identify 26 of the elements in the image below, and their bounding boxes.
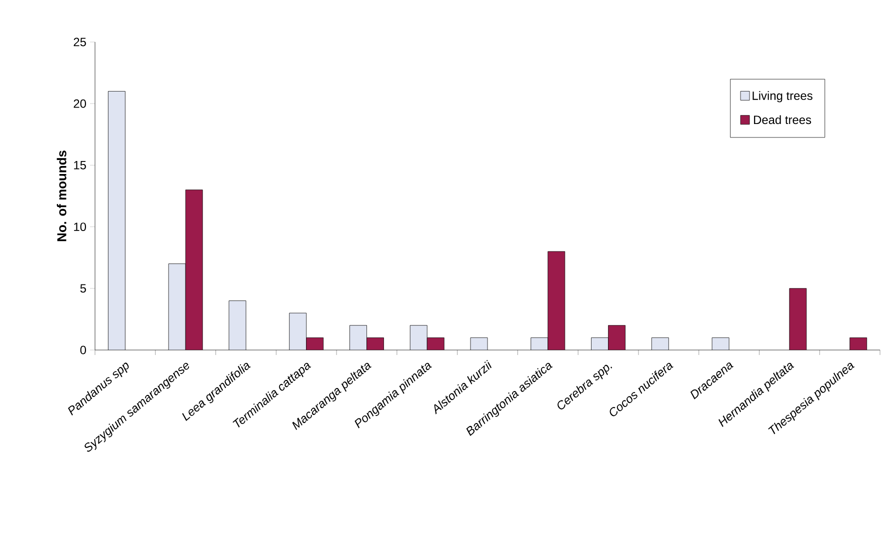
- bar: [789, 288, 806, 350]
- y-tick-label: 20: [74, 99, 86, 108]
- bar: [350, 325, 367, 350]
- bar: [289, 313, 306, 350]
- legend-label: Living trees: [752, 91, 812, 102]
- y-tick-label: 25: [74, 38, 86, 46]
- y-tick-label: 5: [80, 284, 86, 293]
- y-tick-label: 10: [74, 222, 86, 232]
- bar: [427, 338, 444, 350]
- bar: [608, 325, 626, 350]
- bar: [410, 325, 428, 350]
- bar: [186, 190, 203, 350]
- y-tick-label: 15: [74, 161, 86, 170]
- y-tick-label: 0: [80, 346, 86, 354]
- bar: [652, 338, 669, 350]
- bar: [530, 338, 548, 350]
- bar: [548, 251, 565, 350]
- legend-label: Dead trees: [754, 115, 812, 124]
- bar: [366, 338, 384, 350]
- y-axis-title: No. of mounds: [56, 150, 66, 242]
- bar: [228, 300, 246, 350]
- bar: [591, 338, 608, 350]
- bar: [306, 338, 324, 350]
- bar: [168, 264, 186, 350]
- bar: [850, 337, 868, 350]
- bar: [108, 91, 126, 350]
